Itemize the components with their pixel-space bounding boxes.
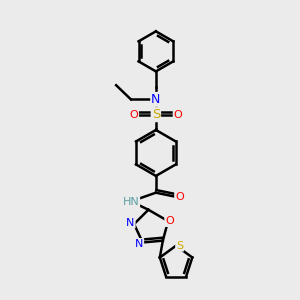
Text: O: O	[174, 110, 182, 120]
Text: N: N	[151, 93, 160, 106]
Text: S: S	[152, 108, 160, 121]
Text: O: O	[165, 216, 174, 226]
Text: S: S	[176, 241, 183, 251]
Text: O: O	[129, 110, 138, 120]
Text: HN: HN	[122, 196, 139, 206]
Text: O: O	[175, 191, 184, 202]
Text: N: N	[135, 239, 143, 249]
Text: N: N	[126, 218, 135, 228]
